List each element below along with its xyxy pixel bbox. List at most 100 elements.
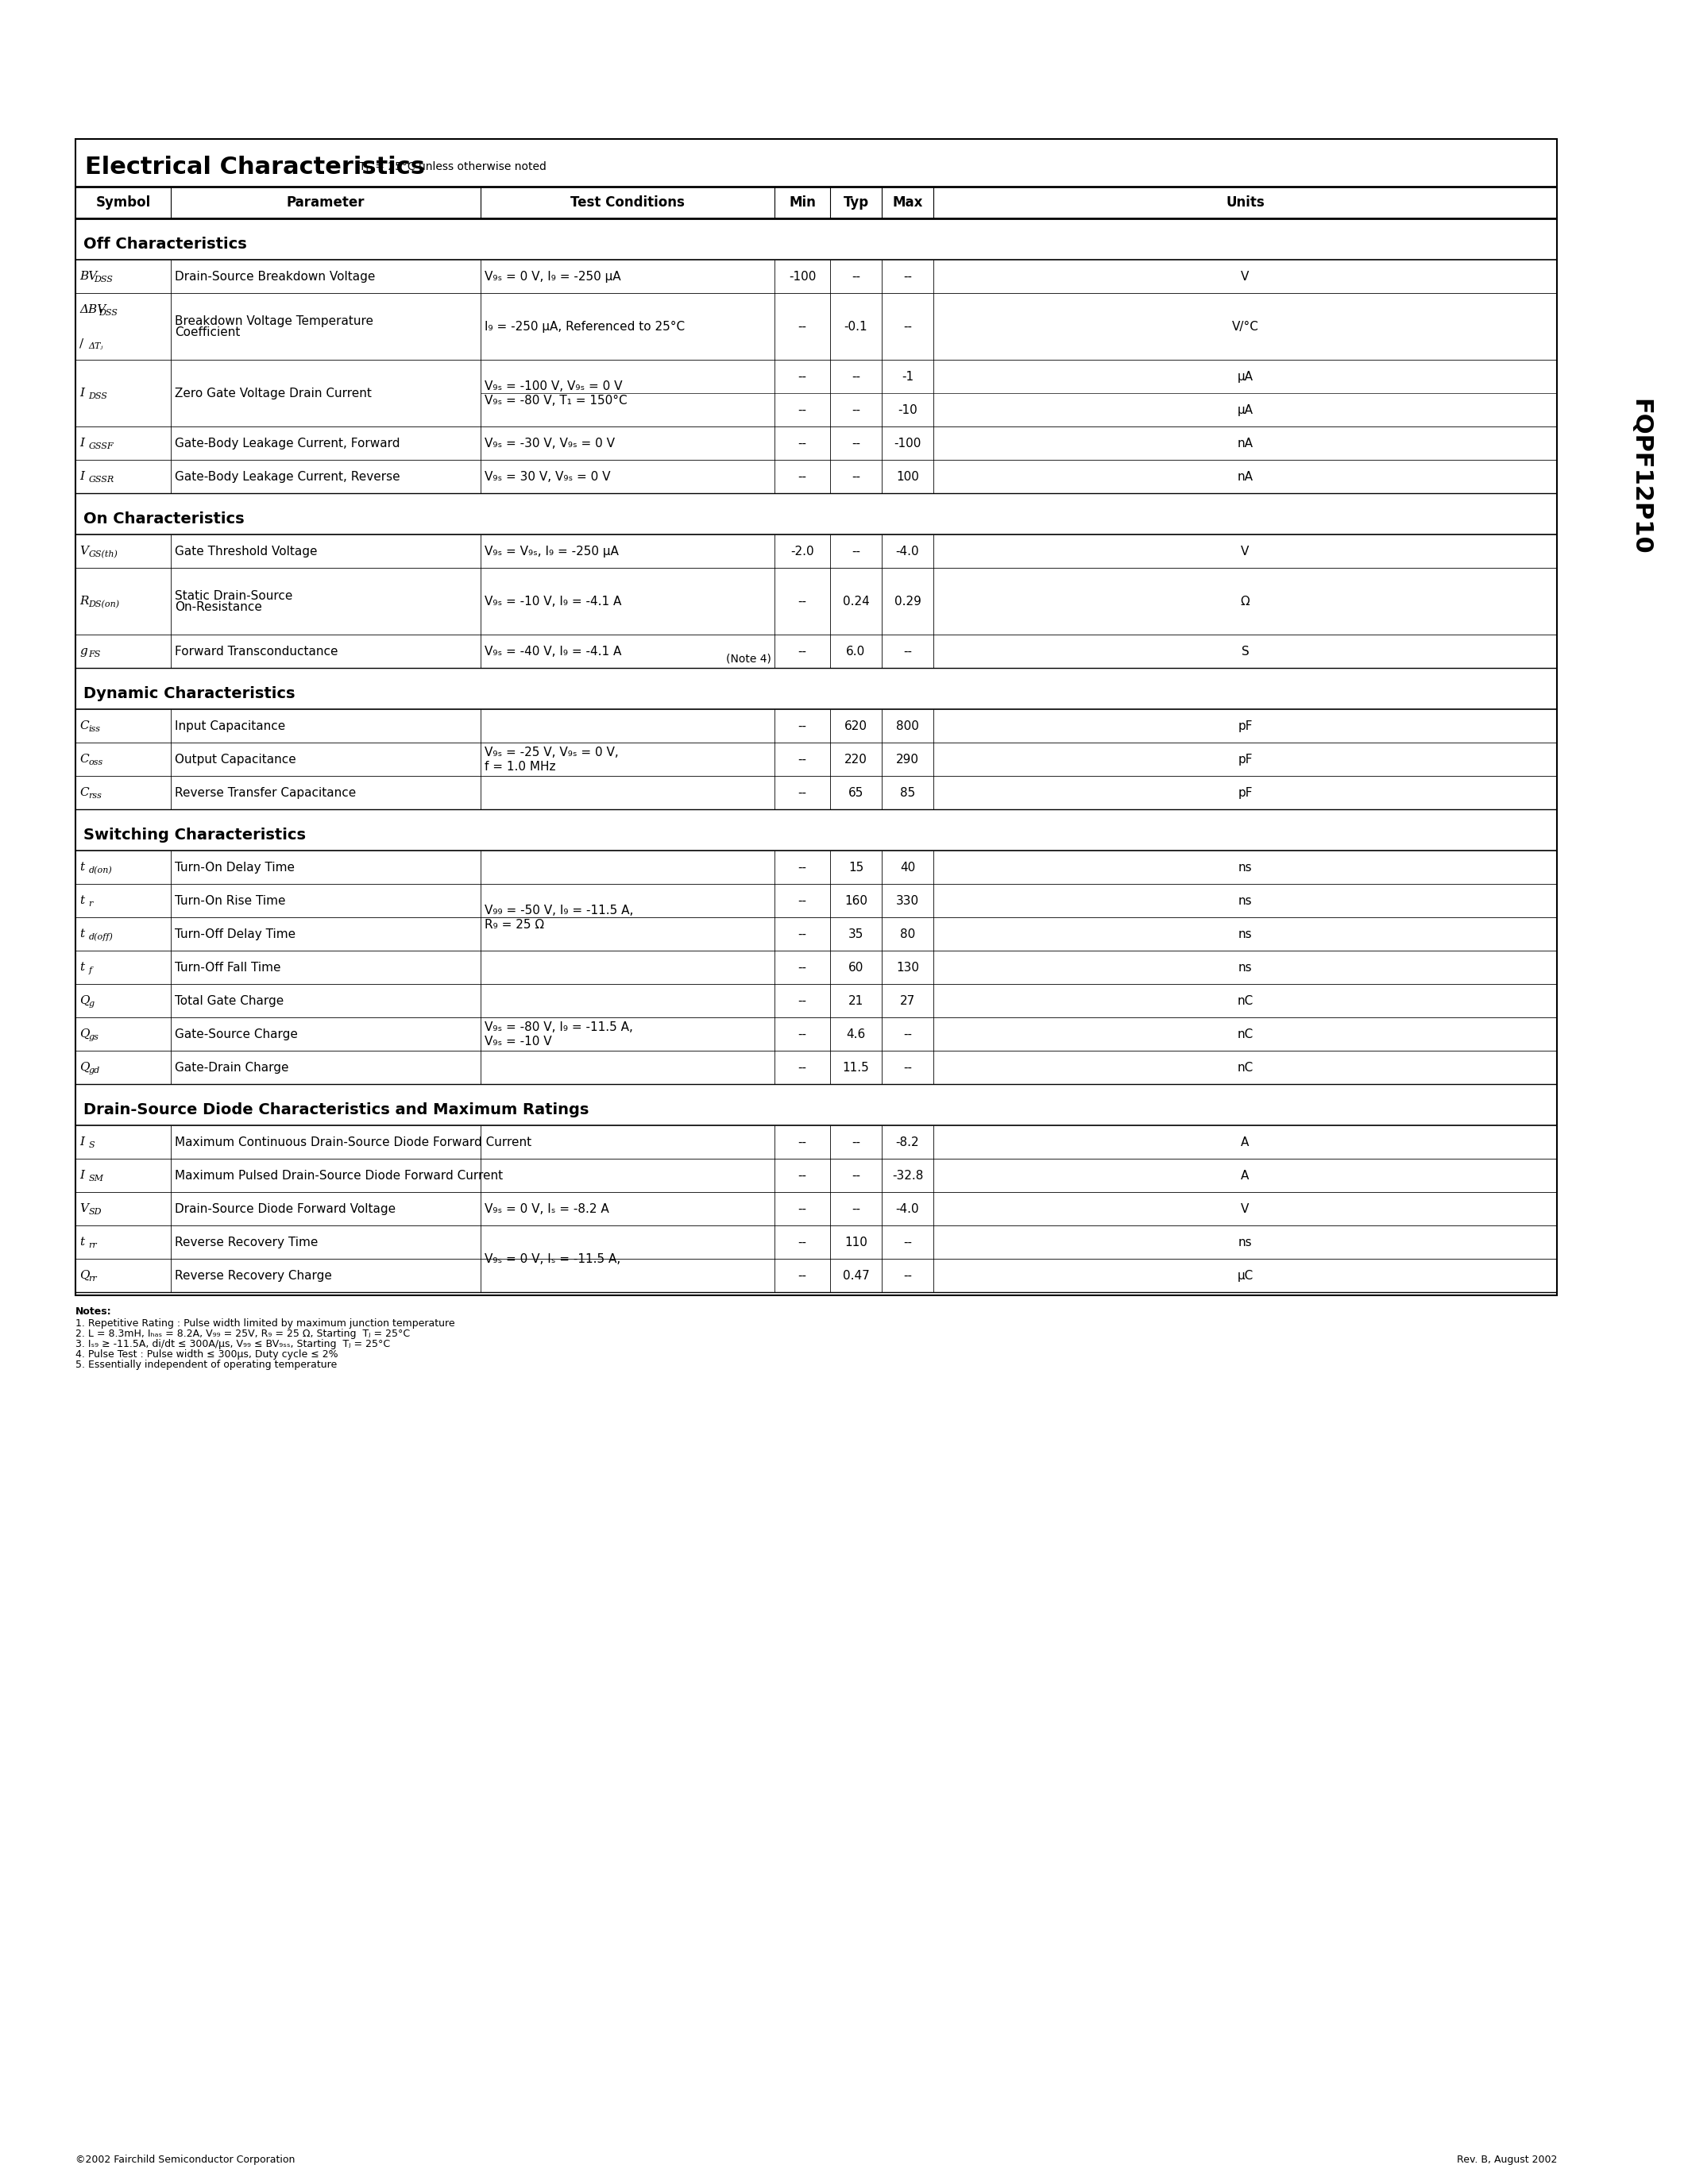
Text: C: C: [79, 753, 89, 764]
Text: oss: oss: [88, 758, 103, 767]
Text: V: V: [1241, 1203, 1249, 1214]
Text: Notes:: Notes:: [76, 1306, 111, 1317]
Text: SD: SD: [88, 1208, 101, 1216]
Text: V₉ₛ = -10 V, I₉ = -4.1 A: V₉ₛ = -10 V, I₉ = -4.1 A: [484, 596, 621, 607]
Text: Turn-Off Delay Time: Turn-Off Delay Time: [176, 928, 295, 939]
Text: S: S: [88, 1142, 95, 1149]
Text: --: --: [798, 1269, 807, 1282]
Text: V₉ₛ = -80 V, I₉ = -11.5 A,: V₉ₛ = -80 V, I₉ = -11.5 A,: [484, 1020, 633, 1033]
Text: --: --: [851, 1203, 861, 1214]
Text: -10: -10: [898, 404, 917, 415]
Text: 27: 27: [900, 994, 915, 1007]
Text: μC: μC: [1237, 1269, 1252, 1282]
Text: Gate-Body Leakage Current, Reverse: Gate-Body Leakage Current, Reverse: [176, 470, 400, 483]
Text: V₉ₛ = -10 V: V₉ₛ = -10 V: [484, 1035, 552, 1046]
Text: R₉ = 25 Ω: R₉ = 25 Ω: [484, 919, 544, 930]
Text: V₉ₛ = -100 V, V₉ₛ = 0 V: V₉ₛ = -100 V, V₉ₛ = 0 V: [484, 380, 623, 391]
Text: T: T: [360, 162, 366, 173]
Text: d(on): d(on): [88, 867, 111, 874]
Text: --: --: [798, 961, 807, 974]
Text: t: t: [79, 961, 84, 972]
Text: I₉ = -250 μA, Referenced to 25°C: I₉ = -250 μA, Referenced to 25°C: [484, 321, 685, 332]
Text: A: A: [1241, 1136, 1249, 1149]
Text: rss: rss: [88, 793, 101, 799]
Text: --: --: [798, 1236, 807, 1247]
Text: r: r: [88, 900, 93, 909]
Text: ΔTⱼ: ΔTⱼ: [88, 343, 103, 349]
Text: Static Drain-Source: Static Drain-Source: [176, 590, 292, 601]
Text: ns: ns: [1239, 860, 1252, 874]
Text: Reverse Recovery Time: Reverse Recovery Time: [176, 1236, 317, 1247]
Text: Gate-Source Charge: Gate-Source Charge: [176, 1029, 297, 1040]
Text: --: --: [798, 596, 807, 607]
Text: FQPF12P10: FQPF12P10: [1629, 397, 1653, 555]
Text: ns: ns: [1239, 1236, 1252, 1247]
Text: rr: rr: [88, 1241, 98, 1249]
Text: V: V: [1241, 271, 1249, 282]
Text: I: I: [79, 472, 84, 483]
Text: V₉ₛ = 30 V, V₉ₛ = 0 V: V₉ₛ = 30 V, V₉ₛ = 0 V: [484, 470, 611, 483]
Text: GS(th): GS(th): [88, 550, 118, 559]
Text: -100: -100: [895, 437, 922, 450]
Text: V₉ₛ = -25 V, V₉ₛ = 0 V,: V₉ₛ = -25 V, V₉ₛ = 0 V,: [484, 747, 618, 758]
Text: 330: 330: [896, 895, 918, 906]
Text: nC: nC: [1237, 1061, 1252, 1072]
Text: DSS: DSS: [88, 393, 108, 400]
Text: V₉ₛ = 0 V, Iₛ = -8.2 A: V₉ₛ = 0 V, Iₛ = -8.2 A: [484, 1203, 609, 1214]
Text: V₉₉ = -50 V, I₉ = -11.5 A,: V₉₉ = -50 V, I₉ = -11.5 A,: [484, 904, 633, 915]
Text: C: C: [79, 786, 89, 797]
Text: 110: 110: [844, 1236, 868, 1247]
Text: Drain-Source Breakdown Voltage: Drain-Source Breakdown Voltage: [176, 271, 375, 282]
Text: Forward Transconductance: Forward Transconductance: [176, 644, 338, 657]
Text: -0.1: -0.1: [844, 321, 868, 332]
Text: nA: nA: [1237, 437, 1252, 450]
Text: Rev. B, August 2002: Rev. B, August 2002: [1457, 2156, 1556, 2164]
Text: 290: 290: [896, 753, 918, 764]
Text: 0.47: 0.47: [842, 1269, 869, 1282]
Text: V₉ₛ = -30 V, V₉ₛ = 0 V: V₉ₛ = -30 V, V₉ₛ = 0 V: [484, 437, 614, 450]
Text: ΔBV: ΔBV: [79, 304, 106, 314]
Text: μA: μA: [1237, 371, 1252, 382]
Text: Min: Min: [788, 194, 815, 210]
Text: rr: rr: [88, 1275, 98, 1282]
Text: --: --: [851, 1168, 861, 1182]
Text: --: --: [903, 644, 912, 657]
Text: V₉ₛ = -80 V, T₁ = 150°C: V₉ₛ = -80 V, T₁ = 150°C: [484, 395, 628, 406]
Text: --: --: [903, 1061, 912, 1072]
Text: --: --: [851, 271, 861, 282]
Text: iss: iss: [88, 725, 101, 734]
Text: ns: ns: [1239, 928, 1252, 939]
Text: d(off): d(off): [88, 933, 113, 941]
Text: nC: nC: [1237, 994, 1252, 1007]
Text: μA: μA: [1237, 404, 1252, 415]
Text: --: --: [798, 470, 807, 483]
Text: V₉ₛ = -40 V, I₉ = -4.1 A: V₉ₛ = -40 V, I₉ = -4.1 A: [484, 644, 621, 657]
Text: t: t: [79, 895, 84, 906]
Text: FS: FS: [88, 651, 101, 657]
Text: Q: Q: [79, 1061, 89, 1072]
Text: Drain-Source Diode Characteristics and Maximum Ratings: Drain-Source Diode Characteristics and M…: [83, 1103, 589, 1118]
Text: Q: Q: [79, 1029, 89, 1040]
Text: 0.24: 0.24: [842, 596, 869, 607]
Text: DSS: DSS: [100, 308, 118, 317]
Text: Reverse Transfer Capacitance: Reverse Transfer Capacitance: [176, 786, 356, 799]
Text: 220: 220: [844, 753, 868, 764]
Text: nC: nC: [1237, 1029, 1252, 1040]
Text: -8.2: -8.2: [896, 1136, 920, 1149]
Text: 3. Iₛ₉ ≥ -11.5A, di/dt ≤ 300A/μs, V₉₉ ≤ BV₉ₛₛ, Starting  Tⱼ = 25°C: 3. Iₛ₉ ≥ -11.5A, di/dt ≤ 300A/μs, V₉₉ ≤ …: [76, 1339, 390, 1350]
Text: 60: 60: [849, 961, 864, 974]
Text: Zero Gate Voltage Drain Current: Zero Gate Voltage Drain Current: [176, 387, 371, 400]
Text: pF: pF: [1237, 786, 1252, 799]
Text: 40: 40: [900, 860, 915, 874]
Text: --: --: [851, 1136, 861, 1149]
Text: Output Capacitance: Output Capacitance: [176, 753, 295, 764]
Text: --: --: [851, 470, 861, 483]
Text: Q: Q: [79, 1269, 89, 1282]
Text: --: --: [903, 321, 912, 332]
Text: Symbol: Symbol: [96, 194, 150, 210]
Text: Parameter: Parameter: [287, 194, 365, 210]
Text: DSS: DSS: [95, 275, 113, 284]
Text: Drain-Source Diode Forward Voltage: Drain-Source Diode Forward Voltage: [176, 1203, 395, 1214]
Text: On-Resistance: On-Resistance: [176, 601, 262, 614]
Text: Maximum Continuous Drain-Source Diode Forward Current: Maximum Continuous Drain-Source Diode Fo…: [176, 1136, 532, 1149]
